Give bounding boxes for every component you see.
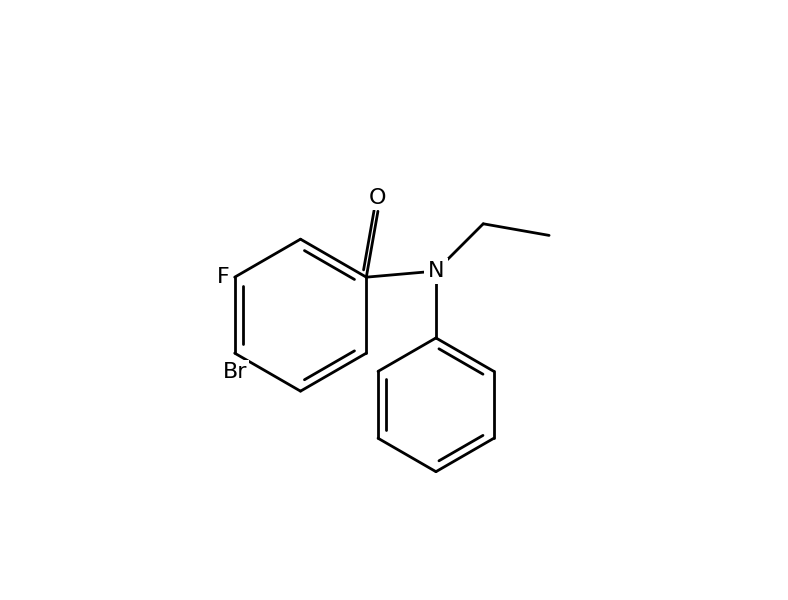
Text: O: O <box>369 188 387 208</box>
Text: F: F <box>217 267 230 287</box>
Text: N: N <box>428 261 444 281</box>
Text: Br: Br <box>222 362 247 382</box>
